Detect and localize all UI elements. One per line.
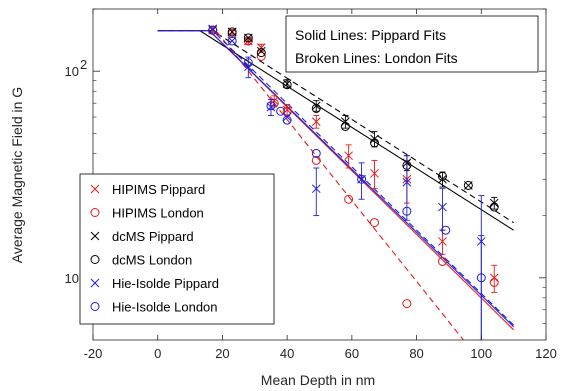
point-dcms-london [489, 202, 499, 212]
x-axis-label: Mean Depth in nm [261, 372, 375, 388]
legend-marker-dcms-pippard [90, 231, 100, 241]
point-hie-isolde-london [266, 101, 276, 111]
point-hipims-pippard [438, 237, 447, 246]
point-hipims-london [344, 194, 354, 204]
point-hie-isolde-pippard [266, 102, 276, 112]
point-hipims-pippard [489, 273, 499, 283]
x-tick-label: 40 [280, 346, 294, 361]
point-dcms-london [463, 180, 473, 190]
legend-label-hie-isolde-pippard: Hie-Isolde Pippard [112, 276, 219, 291]
point-dcms-london [282, 80, 292, 90]
y-tick-label: 10 [65, 64, 79, 79]
point-hie-isolde-london [311, 148, 321, 158]
point-hie-isolde-london [476, 273, 486, 283]
point-hie-isolde-pippard [282, 112, 292, 122]
point-hie-isolde-london [441, 225, 451, 235]
point-dcms-london [311, 103, 321, 113]
point-dcms-london [243, 33, 253, 43]
legend-marker-hie-isolde-london [90, 302, 100, 311]
x-tick-label: 20 [215, 346, 229, 361]
point-hipims-london [489, 277, 499, 287]
point-dcms-pippard [341, 117, 350, 126]
point-hie-isolde-london [208, 25, 218, 35]
point-hipims-london [256, 51, 266, 61]
x-tick-label: 100 [470, 346, 492, 361]
annotation-broken: Broken Lines: London Fits [295, 50, 458, 66]
x-tick-label: 60 [345, 346, 359, 361]
x-tick-label: -20 [84, 346, 103, 361]
fit-line-red-dashed [157, 30, 465, 340]
point-dcms-london [370, 138, 380, 148]
point-dcms-pippard [256, 46, 266, 56]
legend-label-dcms-london: dcMS London [112, 253, 192, 268]
x-tick-label: 120 [535, 346, 557, 361]
point-dcms-pippard [282, 79, 292, 89]
point-hipims-london [437, 256, 447, 266]
legend-marker-hipims-pippard [90, 184, 100, 194]
point-hie-isolde-london [227, 36, 237, 46]
point-dcms-london [256, 48, 266, 58]
point-hie-isolde-london [402, 206, 412, 216]
x-tick-label: 0 [154, 346, 161, 361]
annotation-box: Solid Lines: Pippard Fits Broken Lines: … [285, 15, 539, 73]
legend-label-hipims-london: HIPIMS London [112, 206, 204, 221]
legend-marker-hipims-london [90, 208, 100, 217]
point-dcms-london [437, 171, 447, 181]
y-tick-label: 10 [65, 271, 79, 286]
point-hie-isolde-pippard [311, 184, 321, 194]
point-hipims-pippard [370, 169, 379, 178]
point-hipims-london [243, 36, 253, 46]
annotation-solid: Solid Lines: Pippard Fits [295, 27, 446, 43]
point-hipims-london [282, 106, 292, 116]
point-hie-isolde-pippard [402, 177, 412, 187]
point-hie-isolde-london [276, 106, 286, 116]
point-dcms-pippard [311, 101, 321, 111]
legend-label-hipims-pippard: HIPIMS Pippard [112, 182, 205, 197]
point-hie-isolde-london [357, 174, 367, 184]
point-hie-isolde-pippard [208, 24, 218, 34]
point-hipims-london [402, 299, 412, 309]
point-hipims-pippard [344, 151, 353, 161]
point-hipims-pippard [269, 96, 279, 106]
y-tick-exponent: 2 [80, 57, 87, 72]
point-hipims-pippard [256, 43, 266, 53]
x-tick-label: 80 [409, 346, 423, 361]
point-dcms-london [340, 121, 350, 131]
legend-marker-dcms-london [90, 255, 100, 264]
y-axis-label: Average Magnetic Field in G [9, 87, 25, 263]
point-hipims-pippard [311, 117, 321, 126]
legend-marker-hie-isolde-pippard [90, 278, 100, 288]
legend-label-hie-isolde-london: Hie-Isolde London [112, 300, 218, 315]
legend-label-dcms-pippard: dcMS Pippard [112, 229, 194, 244]
point-hie-isolde-london [282, 115, 292, 125]
point-hipims-london [269, 98, 279, 108]
point-hipims-london [370, 218, 380, 228]
point-hie-isolde-pippard [438, 202, 447, 212]
point-dcms-london [227, 27, 237, 37]
legend: HIPIMS Pippard HIPIMS London dcMS Pippard d… [79, 173, 275, 325]
point-hie-isolde-london [243, 58, 253, 68]
point-hipims-london [311, 155, 321, 165]
point-dcms-pippard [438, 174, 447, 184]
